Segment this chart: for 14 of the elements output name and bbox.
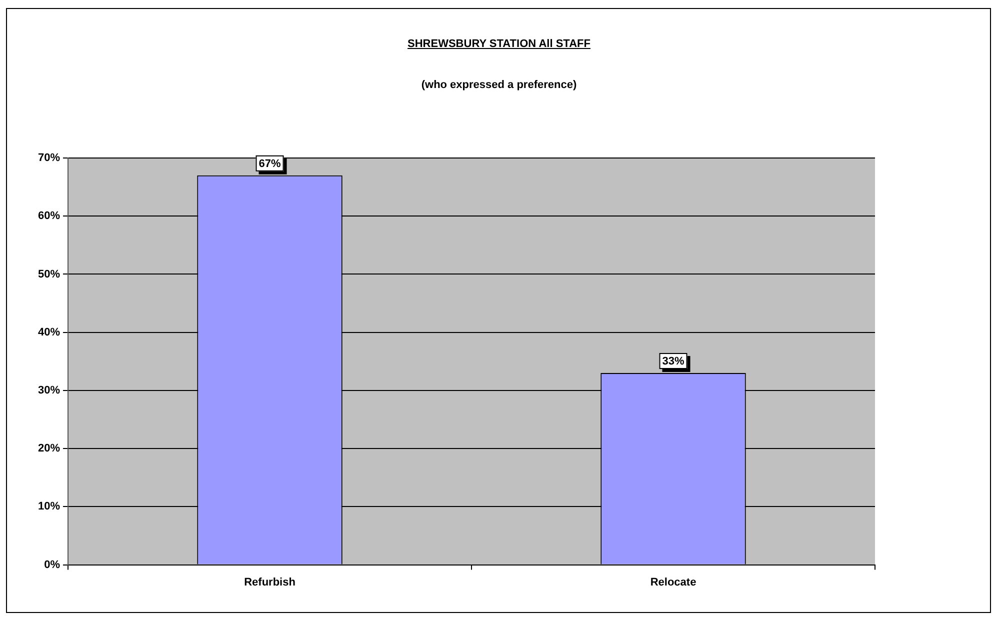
x-tick-label: Refurbish (244, 576, 296, 588)
y-tick-label: 40% (38, 326, 60, 338)
y-tick-label: 20% (38, 442, 60, 455)
chart-title: SHREWSBURY STATION All STAFF (406, 38, 592, 50)
x-tick-label: Relocate (650, 576, 696, 588)
data-label: 33% (662, 356, 684, 368)
data-label: 67% (258, 158, 281, 170)
y-tick-label: 10% (38, 500, 60, 513)
y-tick-label: 70% (38, 152, 60, 164)
y-tick-label: 0% (44, 558, 60, 571)
y-tick-label: 50% (38, 268, 60, 280)
chart-subtitle: (who expressed a preference) (420, 79, 578, 91)
y-tick-label: 60% (38, 210, 60, 222)
y-tick-label: 30% (38, 384, 60, 396)
